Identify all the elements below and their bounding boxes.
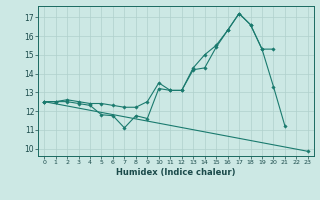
X-axis label: Humidex (Indice chaleur): Humidex (Indice chaleur)	[116, 168, 236, 177]
